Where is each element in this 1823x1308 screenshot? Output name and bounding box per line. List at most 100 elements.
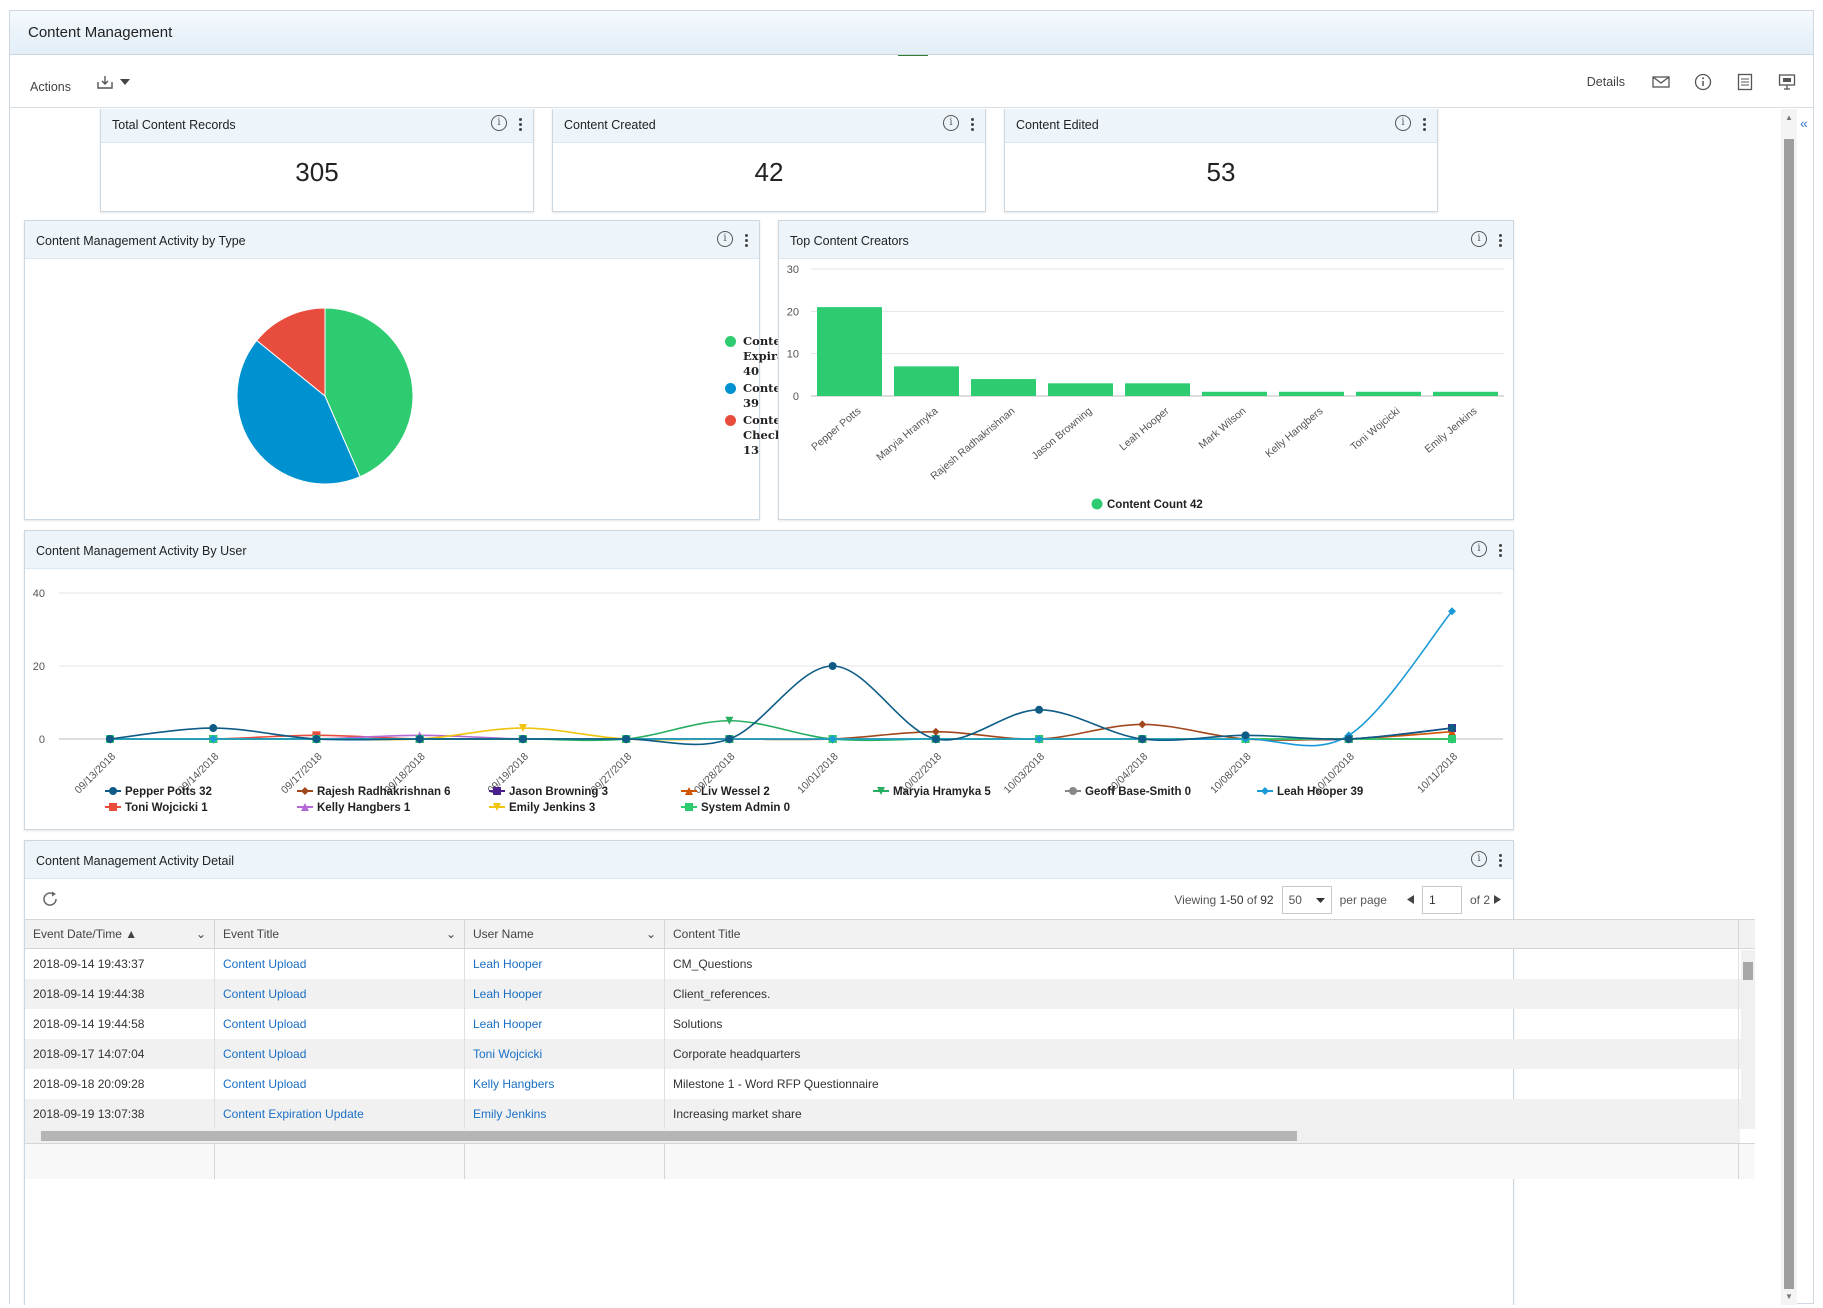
table-row[interactable]: 2018-09-19 13:07:38 Content Expiration Up… xyxy=(25,1099,1755,1129)
cell-event-title[interactable]: Content Upload xyxy=(215,979,465,1009)
card-header: Top Content Creators i xyxy=(779,221,1513,259)
cell-user-name[interactable]: Leah Hooper xyxy=(465,949,665,979)
page-number-input[interactable]: 1 xyxy=(1421,886,1462,914)
legend-label: Kelly Hangbers 1 xyxy=(317,802,411,814)
more-options-icon[interactable] xyxy=(1499,232,1503,247)
legend-marker xyxy=(725,383,736,394)
data-point xyxy=(301,787,309,795)
next-page-icon[interactable] xyxy=(1494,893,1501,907)
table-row[interactable]: 2018-09-18 20:09:28 Content Upload Kelly H… xyxy=(25,1069,1755,1099)
card-header: Content Created i xyxy=(553,109,985,143)
app-window: Content Management Actions Details xyxy=(9,10,1814,1305)
legend-label: Liv Wessel 2 xyxy=(701,786,770,798)
grid-horizontal-scrollbar[interactable] xyxy=(25,1129,1740,1143)
info-icon[interactable]: i xyxy=(943,115,959,131)
info-icon[interactable] xyxy=(1693,72,1713,92)
column-header-event-title[interactable]: Event Title ⌄ xyxy=(215,920,465,948)
info-icon[interactable]: i xyxy=(1395,115,1411,131)
data-point xyxy=(301,803,309,811)
cell-event-title[interactable]: Content Upload xyxy=(215,1009,465,1039)
sort-ascending-icon: ▲ xyxy=(125,927,138,941)
card-title: Total Content Records xyxy=(112,118,236,132)
presentation-icon[interactable] xyxy=(1777,72,1797,92)
info-icon[interactable]: i xyxy=(717,231,733,247)
cell-event-title[interactable]: Content Expiration Update xyxy=(215,1099,465,1129)
page-vertical-scrollbar[interactable]: ▲ ▼ xyxy=(1781,109,1797,1305)
cell-user-name[interactable]: Kelly Hangbers xyxy=(465,1069,665,1099)
cell-user-name[interactable]: Leah Hooper xyxy=(465,979,665,1009)
per-page-label: per page xyxy=(1339,893,1387,907)
pie-chart-card: Content Management Activity by Type i Co… xyxy=(24,220,860,520)
cell-user-name[interactable]: Emily Jenkins xyxy=(465,1099,665,1129)
kpi-card-edited: Content Edited i 53 xyxy=(1004,109,1438,212)
cell-event-date: 2018-09-19 13:07:38 xyxy=(25,1099,215,1129)
table-row[interactable]: 2018-09-14 19:43:37 Content Upload Leah Ho… xyxy=(25,949,1755,979)
cell-event-title[interactable]: Content Upload xyxy=(215,949,465,979)
more-options-icon[interactable] xyxy=(971,116,975,131)
kpi-card-created: Content Created i 42 xyxy=(552,109,986,212)
per-page-select[interactable]: 50 xyxy=(1281,886,1332,914)
data-point xyxy=(877,787,885,795)
data-point xyxy=(209,735,218,743)
cell-event-title[interactable]: Content Upload xyxy=(215,1069,465,1099)
grid-header: Event Date/Time ▲ ⌄ Event Title ⌄ User Nam… xyxy=(25,919,1755,949)
data-point xyxy=(415,735,424,743)
cell-user-name[interactable]: Leah Hooper xyxy=(465,1009,665,1039)
data-point xyxy=(828,735,837,743)
cell-content-title: CM_Questions xyxy=(665,949,1739,979)
column-header-user-name[interactable]: User Name ⌄ xyxy=(465,920,665,948)
series-line xyxy=(109,665,1453,746)
x-tick-label: Pepper Potts xyxy=(809,405,863,453)
double-chevron-left-icon[interactable]: « xyxy=(1800,115,1808,131)
list-view-icon[interactable] xyxy=(1735,72,1755,92)
data-point xyxy=(1035,705,1044,714)
bar xyxy=(1279,391,1344,396)
bar xyxy=(1202,391,1267,396)
more-options-icon[interactable] xyxy=(519,116,523,131)
cell-user-name[interactable]: Toni Wojcicki xyxy=(465,1039,665,1069)
legend-label: Content Count 42 xyxy=(1107,499,1203,511)
table-row[interactable]: 2018-09-14 19:44:58 Content Upload Leah Ho… xyxy=(25,1009,1755,1039)
column-header-event-date[interactable]: Event Date/Time ▲ ⌄ xyxy=(25,920,215,948)
grid-vertical-scrollbar[interactable] xyxy=(1741,950,1755,1128)
details-button[interactable]: Details xyxy=(1586,75,1625,89)
more-options-icon[interactable] xyxy=(1499,542,1503,557)
data-point xyxy=(931,735,940,743)
y-tick-label: 10 xyxy=(787,349,799,361)
more-options-icon[interactable] xyxy=(745,232,749,247)
info-icon[interactable]: i xyxy=(1471,851,1487,867)
export-dropdown[interactable] xyxy=(96,74,130,90)
legend-marker xyxy=(1091,498,1103,510)
data-point xyxy=(493,787,501,795)
prev-page-icon[interactable] xyxy=(1406,893,1414,907)
y-tick-label: 0 xyxy=(793,391,799,403)
cell-event-title[interactable]: Content Upload xyxy=(215,1039,465,1069)
data-point xyxy=(109,787,117,795)
grid-body: 2018-09-14 19:43:37 Content Upload Leah Ho… xyxy=(25,949,1755,1129)
more-options-icon[interactable] xyxy=(1423,116,1427,131)
data-point xyxy=(1344,735,1353,743)
card-header: Content Management Activity By User i xyxy=(25,531,1513,569)
data-point xyxy=(685,803,693,811)
card-title: Top Content Creators xyxy=(790,234,909,248)
cell-content-title: Corporate headquarters xyxy=(665,1039,1739,1069)
table-row[interactable]: 2018-09-14 19:44:38 Content Upload Leah Ho… xyxy=(25,979,1755,1009)
data-point xyxy=(828,662,837,670)
bar xyxy=(817,307,882,396)
info-icon[interactable]: i xyxy=(1471,231,1487,247)
chevron-down-icon: ⌄ xyxy=(645,927,656,941)
info-icon[interactable]: i xyxy=(491,115,507,131)
column-header-content-title[interactable]: Content Title xyxy=(665,920,1739,948)
email-icon[interactable] xyxy=(1651,72,1671,92)
info-icon[interactable]: i xyxy=(1471,541,1487,557)
table-row[interactable]: 2018-09-17 14:07:04 Content Upload Toni Wo… xyxy=(25,1039,1755,1069)
refresh-icon[interactable] xyxy=(41,890,59,911)
data-point xyxy=(1138,720,1147,729)
actions-menu[interactable]: Actions xyxy=(30,80,71,94)
data-point xyxy=(931,727,940,736)
more-options-icon[interactable] xyxy=(1499,852,1503,867)
series-line xyxy=(110,723,1452,741)
legend-label: Jason Browning 3 xyxy=(509,786,608,798)
data-point xyxy=(1241,731,1250,740)
